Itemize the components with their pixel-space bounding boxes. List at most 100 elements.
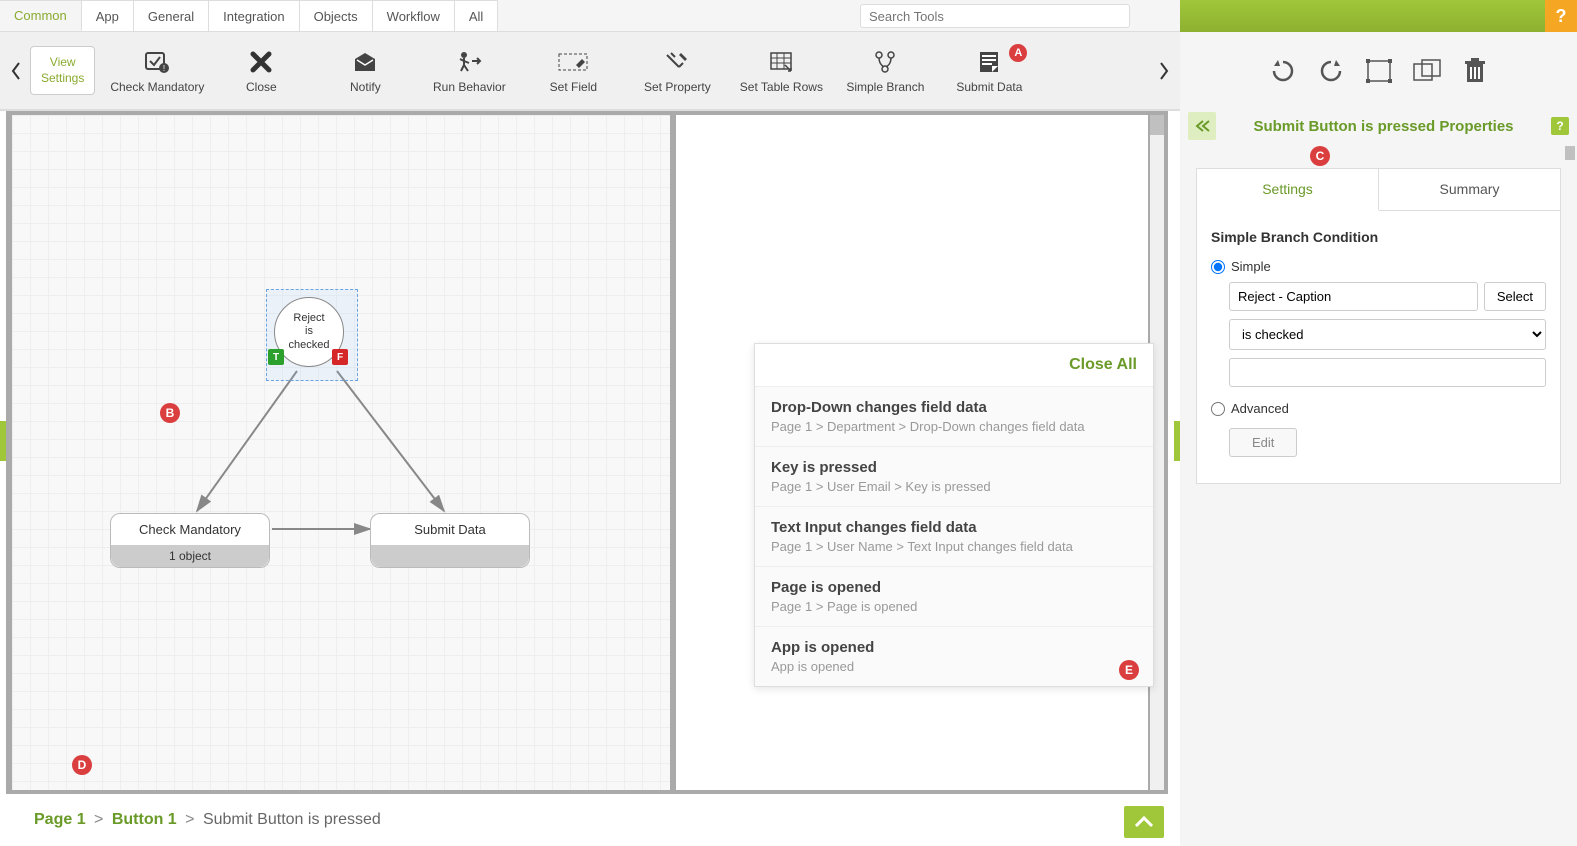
node-check-mandatory[interactable]: Check Mandatory 1 object	[110, 513, 270, 568]
collapse-panel-button[interactable]	[1188, 112, 1216, 140]
tool-set-table-rows[interactable]: Set Table Rows	[729, 42, 833, 100]
radio-simple-label: Simple	[1231, 259, 1271, 274]
search-input[interactable]	[860, 4, 1130, 28]
tool-notify[interactable]: Notify	[313, 42, 417, 100]
group-button[interactable]	[1411, 55, 1443, 87]
radio-simple[interactable]	[1211, 260, 1225, 274]
breadcrumb-button1[interactable]: Button 1	[112, 811, 177, 829]
caption-input[interactable]	[1229, 282, 1478, 311]
popup-item-title: Drop-Down changes field data	[771, 399, 1137, 416]
popup-item-title: App is opened	[771, 639, 1137, 656]
tab-all[interactable]: All	[455, 0, 498, 31]
events-popup: Close All Drop-Down changes field data P…	[754, 343, 1154, 687]
tab-workflow[interactable]: Workflow	[373, 0, 455, 31]
tool-label: Simple Branch	[833, 80, 937, 94]
header-accent-bar	[1180, 0, 1577, 32]
radio-advanced[interactable]	[1211, 402, 1225, 416]
canvas-area: Reject is checked T F Check Mandatory 1 …	[0, 110, 1180, 794]
notify-icon	[313, 48, 417, 76]
tool-run-behavior[interactable]: Run Behavior	[417, 42, 521, 100]
popup-item[interactable]: App is opened App is opened	[755, 626, 1153, 686]
tool-label: Close	[209, 80, 313, 94]
view-settings-l2: Settings	[41, 71, 84, 87]
tool-set-field[interactable]: Set Field	[521, 42, 625, 100]
false-badge: F	[332, 349, 348, 365]
simple-branch-icon	[833, 48, 937, 76]
tool-label: Set Table Rows	[729, 80, 833, 94]
tab-general[interactable]: General	[134, 0, 209, 31]
operator-select[interactable]: is checked	[1229, 319, 1546, 350]
redo-button[interactable]	[1315, 55, 1347, 87]
section-title: Simple Branch Condition	[1211, 229, 1546, 245]
panel-scrollbar[interactable]	[1565, 146, 1575, 160]
tool-label: Check Mandatory	[105, 80, 209, 94]
tool-check-mandatory[interactable]: ! Check Mandatory	[105, 42, 209, 100]
run-behavior-icon	[417, 48, 521, 76]
close-all-button[interactable]: Close All	[1069, 356, 1137, 373]
collapse-up-button[interactable]	[1124, 806, 1164, 838]
popup-item-path: Page 1 > User Name > Text Input changes …	[771, 539, 1137, 554]
value-input[interactable]	[1229, 358, 1546, 387]
workflow-canvas[interactable]: Reject is checked T F Check Mandatory 1 …	[12, 115, 670, 790]
tab-settings[interactable]: Settings	[1197, 169, 1379, 211]
view-settings-button[interactable]: View Settings	[30, 46, 95, 95]
view-settings-l1: View	[41, 55, 84, 71]
tab-summary[interactable]: Summary	[1379, 169, 1560, 211]
node-subtitle-empty	[371, 545, 529, 567]
properties-panel: Submit Button is pressed Properties ? C …	[1180, 110, 1577, 846]
annotation-a: A	[1009, 44, 1027, 62]
tab-objects[interactable]: Objects	[300, 0, 373, 31]
radio-advanced-label: Advanced	[1231, 401, 1289, 416]
annotation-e: E	[1119, 660, 1139, 680]
select-button[interactable]: Select	[1484, 282, 1546, 311]
set-field-icon	[521, 48, 625, 76]
search-tools	[860, 4, 1130, 28]
breadcrumb-page1[interactable]: Page 1	[34, 811, 86, 829]
tab-integration[interactable]: Integration	[209, 0, 299, 31]
popup-item[interactable]: Text Input changes field data Page 1 > U…	[755, 506, 1153, 566]
popup-item-path: Page 1 > Department > Drop-Down changes …	[771, 419, 1137, 434]
tool-simple-branch[interactable]: Simple Branch	[833, 42, 937, 100]
popup-item-path: Page 1 > Page is opened	[771, 599, 1137, 614]
tool-close[interactable]: Close	[209, 42, 313, 100]
tool-label: Set Field	[521, 80, 625, 94]
set-property-icon	[625, 48, 729, 76]
node-subtitle: 1 object	[111, 545, 269, 567]
toolbar: View Settings ! Check Mandatory Close No…	[0, 32, 1180, 110]
tool-label: Submit Data	[937, 80, 1041, 94]
tool-set-property[interactable]: Set Property	[625, 42, 729, 100]
tool-submit-data[interactable]: Submit Data A	[937, 42, 1041, 100]
popup-item-title: Text Input changes field data	[771, 519, 1137, 536]
svg-text:!: !	[163, 64, 165, 73]
select-button[interactable]	[1363, 55, 1395, 87]
annotation-d: D	[72, 755, 92, 775]
help-corner-icon[interactable]: ?	[1545, 0, 1577, 32]
popup-item-title: Key is pressed	[771, 459, 1137, 476]
annotation-c: C	[1310, 146, 1330, 166]
right-toolbar	[1180, 32, 1577, 110]
toolbar-scroll-right[interactable]	[1154, 41, 1174, 101]
close-icon	[209, 48, 313, 76]
properties-title: Submit Button is pressed Properties	[1216, 118, 1551, 135]
properties-help-icon[interactable]: ?	[1551, 117, 1569, 135]
breadcrumb-current: Submit Button is pressed	[203, 811, 381, 829]
undo-button[interactable]	[1267, 55, 1299, 87]
popup-item[interactable]: Key is pressed Page 1 > User Email > Key…	[755, 446, 1153, 506]
decision-node[interactable]: Reject is checked T F	[272, 295, 352, 375]
node-title: Check Mandatory	[111, 514, 269, 545]
annotation-b: B	[160, 403, 180, 423]
tab-common[interactable]: Common	[0, 0, 82, 31]
popup-item[interactable]: Drop-Down changes field data Page 1 > De…	[755, 386, 1153, 446]
popup-item-path: Page 1 > User Email > Key is pressed	[771, 479, 1137, 494]
toolbar-scroll-left[interactable]	[6, 41, 26, 101]
popup-item-title: Page is opened	[771, 579, 1137, 596]
tool-label: Set Property	[625, 80, 729, 94]
tool-label: Notify	[313, 80, 417, 94]
node-submit-data[interactable]: Submit Data	[370, 513, 530, 568]
popup-item[interactable]: Page is opened Page 1 > Page is opened	[755, 566, 1153, 626]
delete-button[interactable]	[1459, 55, 1491, 87]
node-title: Submit Data	[371, 514, 529, 545]
popup-item-path: App is opened	[771, 659, 1137, 674]
edit-button[interactable]: Edit	[1229, 428, 1297, 457]
tab-app[interactable]: App	[82, 0, 134, 31]
